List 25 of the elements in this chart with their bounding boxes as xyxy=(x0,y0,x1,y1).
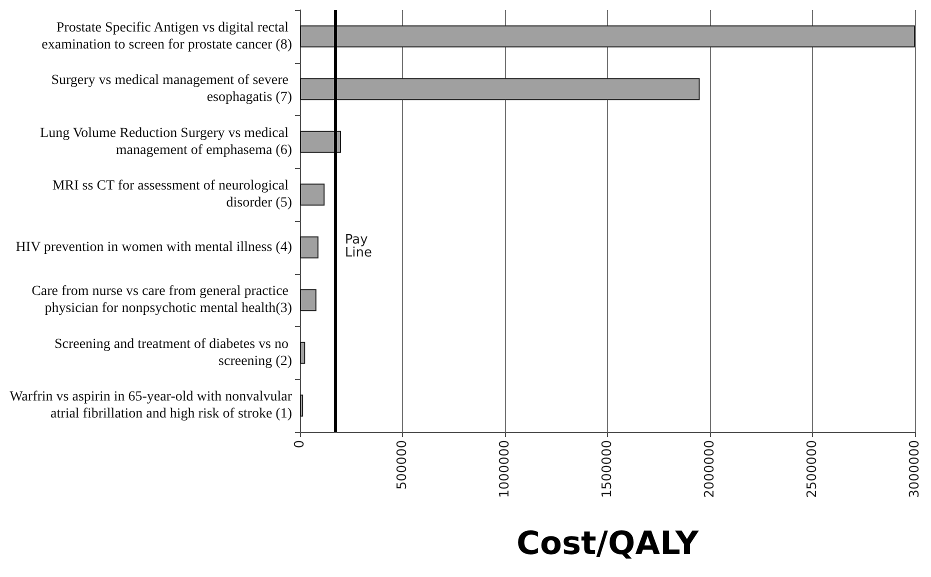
y-tick-label: HIV prevention in women with mental illness (4) xyxy=(16,240,292,255)
bar xyxy=(300,289,316,312)
y-tick-label: Lung Volume Reduction Surgery vs medical management of emphasema (6) xyxy=(40,126,292,158)
x-tick-label: 2000000 xyxy=(702,440,718,498)
y-tick-label: Care from nurse vs care from general practice physician for nonpsychotic mental health(3) xyxy=(32,284,292,316)
bar xyxy=(300,394,304,417)
y-tick-label: Screening and treatment of diabetes vs no screening (2) xyxy=(54,336,292,369)
x-tick-label: 1000000 xyxy=(498,440,512,498)
y-tick-label: Surgery vs medical management of severe esophagatis (7) xyxy=(51,73,292,106)
y-tick-label: MRI ss CT for assessment of neurological disorder (5) xyxy=(52,178,292,211)
ref-line-label: Pay Line xyxy=(344,232,372,260)
y-tick-label: Prostate Specific Antigen vs digital rectal examination to screen for prostate cancer (8) xyxy=(42,20,292,52)
bar xyxy=(300,236,318,258)
bar xyxy=(300,130,341,153)
x-axis-title: Cost/QALY xyxy=(516,524,700,562)
x-tick-label: 1500000 xyxy=(600,440,615,498)
bar xyxy=(300,78,700,100)
x-tick-label: 0 xyxy=(292,440,308,448)
bar xyxy=(300,184,325,206)
x-tick-label: 2500000 xyxy=(805,440,820,498)
y-tick-label: Warfrin vs aspirin in 65-year-old with nonvalvular atrial fibrillation and high risk of stroke (1) xyxy=(10,390,292,422)
x-tick-label: 500000 xyxy=(395,440,410,490)
x-tick-label: 3000000 xyxy=(908,440,922,498)
bar xyxy=(300,25,915,48)
bar xyxy=(300,342,306,364)
